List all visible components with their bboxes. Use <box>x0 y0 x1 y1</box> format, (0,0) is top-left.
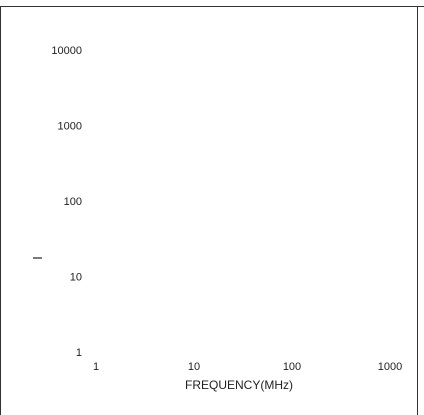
x-axis-title: FREQUENCY(MHz) <box>185 378 293 392</box>
y-tick-label: 100 <box>64 196 82 208</box>
y-tick-label: 1 <box>76 347 82 359</box>
x-tick-label: 100 <box>283 361 301 373</box>
y-tick-label: 10 <box>70 272 82 284</box>
x-tick-label: 1000 <box>378 361 402 373</box>
x-tick-label: 10 <box>188 361 200 373</box>
y-tick-label: 1000 <box>58 121 82 133</box>
y-axis-ticks: 1 10 100 1000 10000 <box>51 45 82 359</box>
y-tick-label: 10000 <box>51 45 82 57</box>
x-tick-label: 1 <box>93 361 99 373</box>
x-axis-ticks: 1 10 100 1000 <box>93 361 402 373</box>
